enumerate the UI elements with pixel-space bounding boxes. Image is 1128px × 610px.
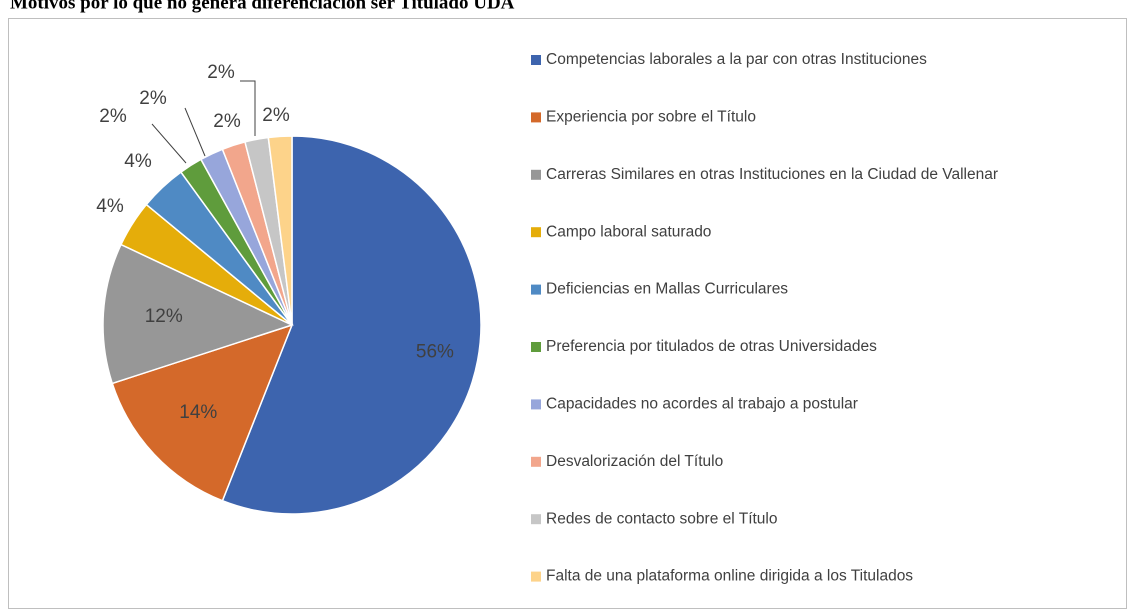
legend-label: Preferencia por titulados de otras Unive… [546, 338, 877, 355]
data-label: 14% [179, 402, 217, 423]
legend-label: Desvalorización del Título [546, 453, 723, 470]
leader-line [151, 123, 187, 164]
legend-swatch [531, 514, 541, 525]
legend-swatch [531, 399, 541, 410]
data-label: 56% [416, 341, 454, 362]
leader-line [240, 80, 256, 136]
legend-label: Experiencia por sobre el Título [546, 108, 756, 125]
legend-swatch [531, 284, 541, 295]
chart-title: Motivos por lo que no genera diferenciac… [10, 0, 515, 13]
data-label: 2% [213, 111, 241, 132]
legend-label: Competencias laborales a la par con otra… [546, 51, 927, 68]
legend-swatch [531, 456, 541, 467]
legend-label: Redes de contacto sobre el Título [546, 510, 778, 527]
legend-swatch [531, 571, 541, 582]
legend-swatch [531, 55, 541, 65]
data-label: 4% [96, 196, 124, 217]
pie-slice [267, 135, 293, 326]
pie-slice [221, 135, 482, 515]
legend-label: Deficiencias en Mallas Curriculares [546, 281, 788, 298]
legend-label: Campo laboral saturado [546, 223, 711, 240]
legend-label: Carreras Similares en otras Institucione… [546, 166, 998, 183]
legend-label: Capacidades no acordes al trabajo a post… [546, 395, 858, 412]
legend-swatch [531, 169, 541, 180]
data-label: 4% [124, 151, 152, 172]
data-label: 2% [207, 62, 235, 83]
data-label: 2% [139, 88, 167, 109]
legend-swatch [531, 342, 541, 352]
legend-label: Falta de una plataforma online dirigida … [546, 568, 913, 585]
legend-swatch [531, 112, 541, 123]
data-label: 12% [145, 306, 183, 327]
data-label: 2% [262, 105, 290, 126]
data-label: 2% [99, 106, 127, 127]
pie-slice [102, 243, 295, 385]
legend-swatch [531, 227, 541, 238]
leader-line [184, 107, 206, 157]
